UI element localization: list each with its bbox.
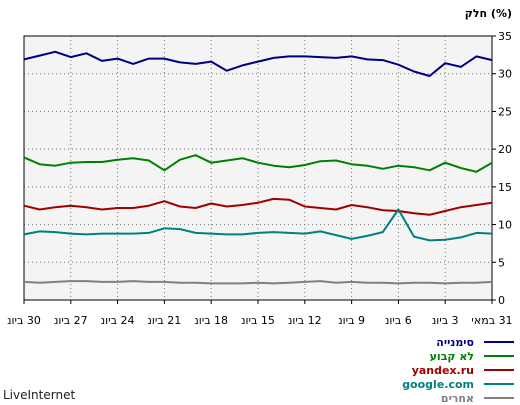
- series-line: [23, 154, 493, 173]
- legend-label: לא קבוע: [430, 350, 474, 363]
- x-tick-label: 9 ביונ: [338, 314, 365, 327]
- x-tick-label: 3 ביונ: [432, 314, 459, 327]
- x-tick-label: 12 ביונ: [288, 314, 322, 327]
- x-tick-label: 21 ביונ: [148, 314, 182, 327]
- footer-brand: LiveInternet: [3, 388, 75, 402]
- x-tick-label: 27 ביונ: [54, 314, 88, 327]
- x-tick-label: 15 ביונ: [241, 314, 275, 327]
- series-line: [23, 208, 493, 242]
- y-tick-label: 5: [498, 256, 505, 269]
- y-tick-label: 10: [498, 219, 512, 232]
- legend-item: yandex.ru: [412, 364, 514, 377]
- legend-label: google.com: [402, 378, 474, 391]
- legend-label: סימנייה: [436, 336, 474, 349]
- legend-label: אחרים: [441, 392, 474, 405]
- series-1: [23, 50, 493, 77]
- x-tick-label: 24 ביונ: [101, 314, 135, 327]
- x-tick-label: 18 ביונ: [194, 314, 228, 327]
- y-tick-label: 35: [498, 30, 512, 43]
- series-5: [23, 280, 493, 285]
- legend-item: לא קבוע: [430, 350, 514, 363]
- y-tick-label: 0: [498, 294, 505, 307]
- x-tick-label: 31 במאי: [471, 314, 512, 327]
- series-2: [23, 154, 493, 173]
- legend-item: google.com: [402, 378, 514, 391]
- legend-item: סימנייה: [436, 336, 514, 349]
- y-tick-label: 30: [498, 68, 512, 81]
- y-tick-label: 25: [498, 105, 512, 118]
- y-tick-label: 15: [498, 181, 512, 194]
- x-tick-label: 30 ביונ: [7, 314, 41, 327]
- legend-item: אחרים: [441, 392, 514, 405]
- y-axis-label: חלק (%): [465, 7, 512, 20]
- grid: [24, 36, 492, 300]
- series-3: [23, 197, 493, 216]
- y-tick-label: 20: [498, 143, 512, 156]
- x-tick-label: 6 ביונ: [385, 314, 412, 327]
- y-axis: 0 5 10 15 20 25 30 35: [492, 30, 512, 307]
- legend-label: yandex.ru: [412, 364, 474, 377]
- series-layer: [23, 50, 493, 285]
- x-axis: 31 במאי 3 ביונ 6 ביונ 9 ביונ 12 ביונ 15 ביונ 1…: [7, 300, 513, 327]
- series-4: [23, 208, 493, 242]
